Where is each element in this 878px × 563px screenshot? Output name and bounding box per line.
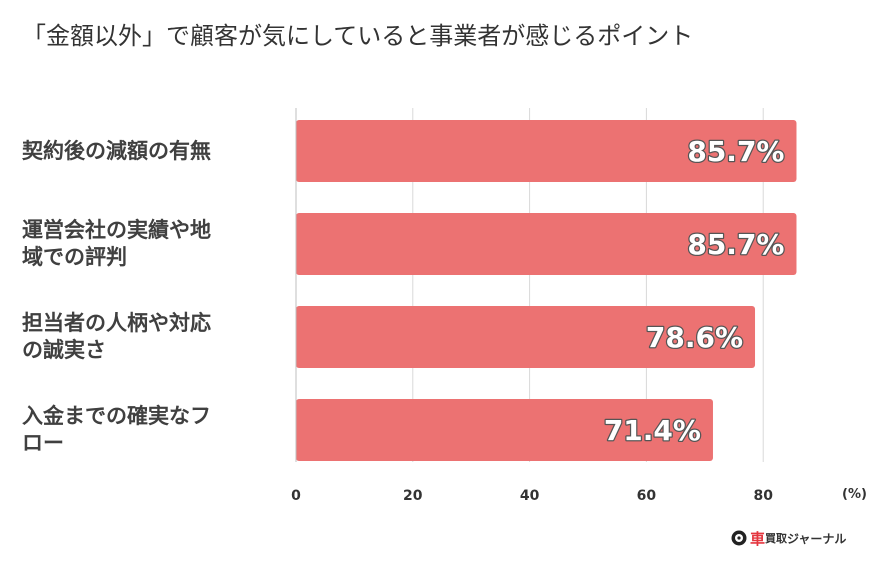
axis-unit: (%) — [842, 487, 867, 502]
logo-text-buy: 買取 — [765, 532, 788, 545]
chart-title: 「金額以外」で顧客が気にしていると事業者が感じるポイント — [22, 22, 694, 50]
data-label: 78.6% — [646, 321, 743, 354]
x-tick-label: 40 — [520, 488, 540, 504]
bar — [296, 120, 797, 182]
category-label: 契約後の減額の有無 — [22, 138, 292, 165]
category-label-line: 域での評判 — [22, 245, 127, 269]
category-label: 運営会社の実績や地 域での評判 — [22, 217, 292, 271]
category-label-line: 入金までの確実なフ — [22, 404, 211, 428]
logo-text-journal: ジャーナル — [787, 531, 847, 546]
brand-logo: 車 買取 ジャーナル — [731, 528, 846, 548]
x-tick-label: 60 — [637, 488, 657, 504]
category-label-line: ロー — [22, 431, 64, 455]
x-tick-label: 20 — [403, 488, 423, 504]
category-label-line: 運営会社の実績や地 — [22, 218, 211, 242]
data-label: 71.4% — [604, 414, 701, 447]
bar — [296, 213, 797, 275]
bar — [296, 399, 713, 461]
category-label-line: 担当者の人柄や対応 — [22, 311, 211, 335]
category-label-line: の誠実さ — [22, 338, 106, 362]
tire-icon — [731, 530, 747, 546]
x-tick-label: 80 — [753, 488, 773, 504]
data-label: 85.7% — [687, 228, 784, 261]
x-tick-label: 0 — [291, 488, 301, 504]
category-label: 入金までの確実なフ ロー — [22, 403, 292, 457]
bar — [296, 306, 756, 368]
data-label: 85.7% — [687, 135, 784, 168]
category-label: 担当者の人柄や対応 の誠実さ — [22, 310, 292, 364]
category-label-line: 契約後の減額の有無 — [22, 138, 211, 163]
logo-text-car: 車 — [750, 529, 766, 548]
